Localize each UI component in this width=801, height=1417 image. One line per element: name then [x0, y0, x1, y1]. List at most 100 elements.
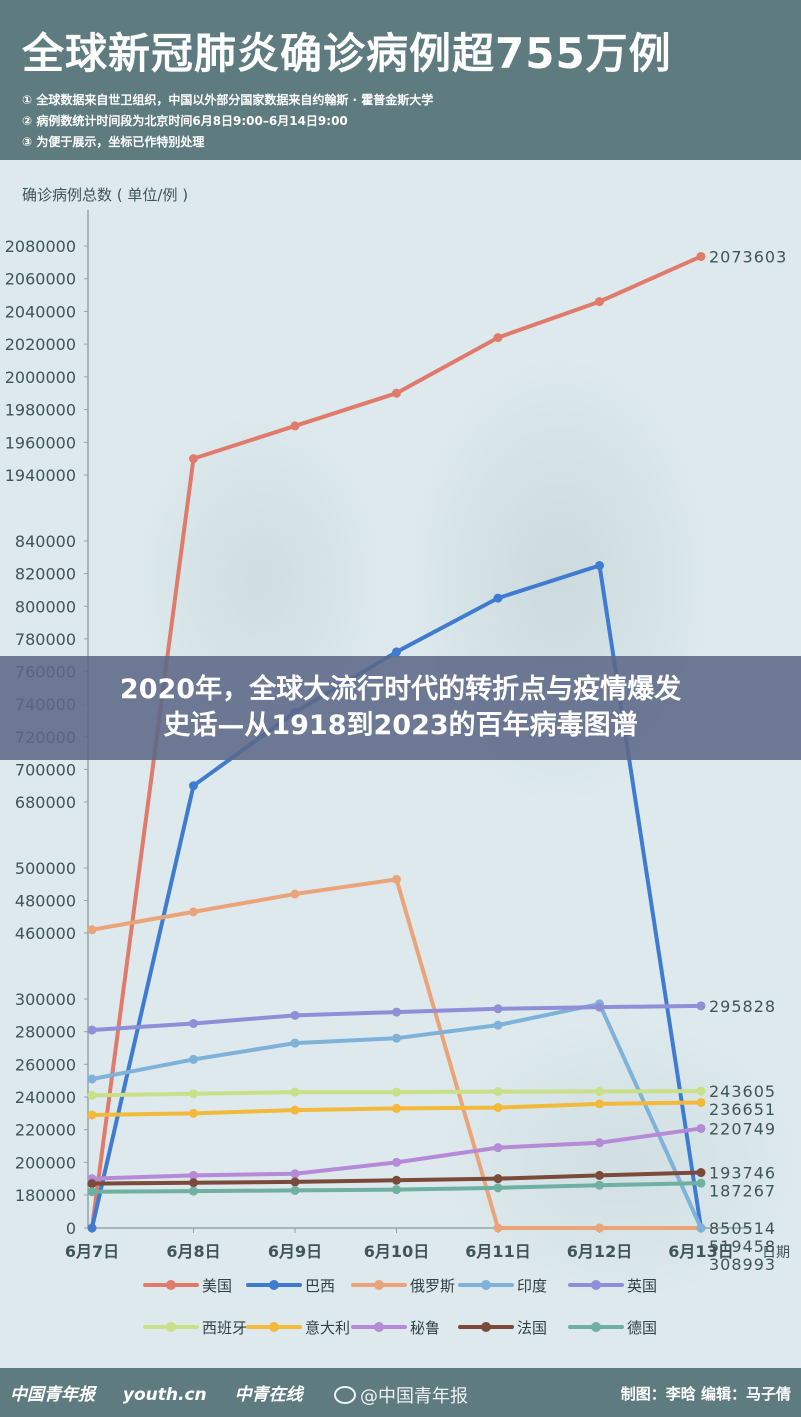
data-point [189, 1186, 198, 1196]
legend-label: 英国 [627, 1277, 657, 1295]
data-point [87, 1074, 97, 1084]
legend-label: 西班牙 [202, 1319, 247, 1337]
data-point [189, 1178, 198, 1188]
data-point [189, 1054, 198, 1064]
data-point [189, 781, 198, 791]
series-line-7 [90, 1126, 703, 1181]
data-point [595, 560, 604, 570]
data-point [290, 1087, 300, 1097]
legend-marker [481, 1280, 491, 1290]
data-point [493, 333, 503, 343]
logo-cyd: 中国青年报 [10, 1385, 95, 1405]
data-point [392, 647, 401, 657]
end-value-label: 2073603 [709, 247, 787, 266]
data-point [189, 907, 198, 917]
data-point [392, 1103, 401, 1113]
y-tick-label: 260000 [15, 1055, 76, 1074]
data-point [392, 388, 401, 398]
data-point [392, 1033, 401, 1043]
legend-label: 美国 [202, 1277, 232, 1295]
data-point [696, 1223, 706, 1233]
data-point [189, 1089, 198, 1099]
data-point [493, 1223, 503, 1233]
data-point [493, 1183, 503, 1193]
end-value-label: 519458 [709, 1237, 776, 1256]
x-axis-label: 日期 [762, 1245, 790, 1261]
data-point [493, 1020, 503, 1030]
note-2: ② 病例数统计时间段为北京时间6月8日9:00–6月14日9:00 [22, 114, 348, 128]
data-point [290, 1038, 300, 1048]
legend-label: 秘鲁 [410, 1319, 440, 1337]
data-point [493, 1103, 503, 1113]
legend-marker [166, 1322, 176, 1332]
weibo-icon [334, 1386, 356, 1404]
publisher-logos: 中国青年报 youth.cn 中青在线 [10, 1380, 325, 1405]
y-tick-label: 1960000 [5, 433, 76, 452]
legend-marker [591, 1280, 601, 1290]
data-point [696, 1001, 706, 1011]
data-point [595, 1099, 604, 1109]
data-point [290, 1177, 300, 1187]
y-tick-label: 500000 [15, 859, 76, 878]
chart-title: 全球新冠肺炎确诊病例超755万例 [22, 29, 672, 78]
data-point [189, 1170, 198, 1180]
data-point [493, 1143, 503, 1153]
end-value-label: 193746 [709, 1164, 776, 1183]
y-tick-label: 2020000 [5, 335, 76, 354]
headline-overlay: 2020年，全球大流行时代的转折点与疫情爆发 史话—从1918到2023的百年病… [0, 656, 801, 760]
data-point [696, 1123, 706, 1133]
data-point [696, 1178, 706, 1188]
overlay-line-1: 2020年，全球大流行时代的转折点与疫情爆发 [119, 674, 682, 705]
end-value-label: 850514 [709, 1219, 776, 1238]
data-point [290, 1010, 300, 1020]
legend-label: 俄罗斯 [410, 1277, 455, 1295]
data-point [392, 1175, 401, 1185]
end-value-label: 236651 [709, 1100, 776, 1119]
y-tick-label: 1980000 [5, 401, 76, 420]
footer: 中国青年报 youth.cn 中青在线 @中国青年报 制图：李晗 编辑：马子倩 [0, 1368, 801, 1417]
legend-marker [269, 1280, 279, 1290]
data-point [595, 1223, 604, 1233]
data-point [696, 1097, 706, 1107]
legend-label: 德国 [627, 1319, 657, 1337]
y-tick-label: 800000 [15, 597, 76, 616]
data-point [87, 1025, 97, 1035]
x-tick-label: 6月11日 [465, 1242, 530, 1261]
end-value-label: 187267 [709, 1182, 776, 1201]
data-point [595, 1138, 604, 1148]
y-tick-label: 220000 [15, 1121, 76, 1140]
data-point [392, 874, 401, 884]
y-tick-label: 200000 [15, 1153, 76, 1172]
y-tick-label: 0 [66, 1219, 76, 1238]
legend-marker [374, 1280, 384, 1290]
end-value-label: 243605 [709, 1082, 776, 1101]
data-point [87, 1179, 97, 1189]
data-point [696, 251, 706, 261]
data-point [290, 1105, 300, 1115]
y-tick-label: 480000 [15, 892, 76, 911]
data-point [290, 889, 300, 899]
data-point [696, 1086, 706, 1096]
data-point [493, 593, 503, 603]
map-background [0, 160, 801, 1368]
data-point [595, 1086, 604, 1096]
note-1: ① 全球数据来自世卫组织，中国以外部分国家数据来自约翰斯 · 霍普金斯大学 [22, 93, 434, 107]
x-tick-label: 6月12日 [567, 1242, 632, 1261]
end-value-label: 308993 [709, 1255, 776, 1274]
data-point [87, 1110, 97, 1120]
weibo-handle: @中国青年报 [334, 1382, 468, 1408]
data-point [392, 1185, 401, 1195]
y-tick-label: 1940000 [5, 466, 76, 485]
y-tick-label: 2060000 [5, 270, 76, 289]
data-point [493, 1004, 503, 1014]
note-3: ③ 为便于展示，坐标已作特别处理 [22, 135, 205, 149]
y-tick-label: 280000 [15, 1023, 76, 1042]
legend-label: 巴西 [305, 1277, 335, 1295]
y-tick-label: 2000000 [5, 368, 76, 387]
data-point [595, 1170, 604, 1180]
legend-marker [374, 1322, 384, 1332]
data-point [87, 1090, 97, 1100]
x-tick-label: 6月7日 [65, 1242, 119, 1261]
data-point [696, 1168, 706, 1178]
legend-marker [269, 1322, 279, 1332]
